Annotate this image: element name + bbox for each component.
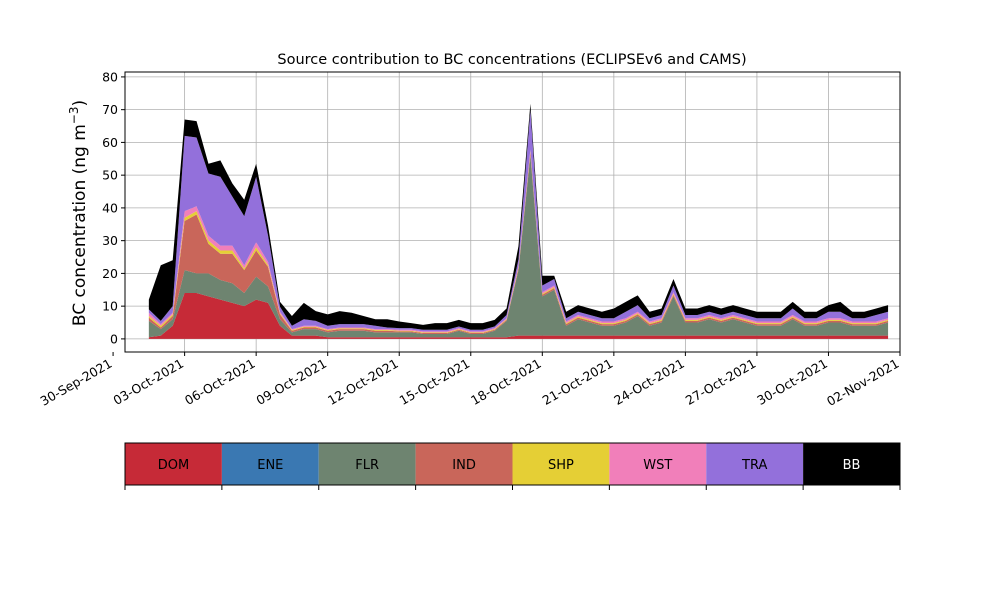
y-tick-label: 60	[102, 135, 118, 150]
y-axis-ticks: 0 10 20 30 40 50 60 70 80	[102, 69, 125, 346]
y-axis-label-superscript: −3	[67, 106, 81, 124]
legend-label-flr: FLR	[355, 458, 379, 473]
x-tick-label: 30-Sep-2021	[38, 356, 115, 409]
x-tick-label: 02-Nov-2021	[824, 356, 901, 409]
legend-label-dom: DOM	[158, 458, 189, 473]
legend-label-ind: IND	[452, 458, 476, 473]
legend-label-ene: ENE	[257, 458, 283, 473]
legend-frame	[124, 442, 901, 486]
y-axis-label: BC concentration (ng m−3)	[67, 100, 90, 326]
legend-label-wst: WST	[643, 458, 672, 473]
y-tick-label: 20	[102, 266, 118, 281]
legend-swatch-dom	[125, 443, 222, 485]
x-axis-ticks: 30-Sep-202103-Oct-202106-Oct-202109-Oct-…	[38, 352, 902, 409]
stacked-areas	[148, 103, 889, 339]
legend-label-tra: TRA	[741, 458, 767, 473]
y-tick-label: 80	[102, 69, 118, 84]
y-tick-label: 40	[102, 200, 118, 215]
x-tick-label: 03-Oct-2021	[110, 356, 186, 408]
legend-swatch-tra	[706, 443, 804, 485]
legend-label-shp: SHP	[548, 458, 574, 473]
legend-swatch-wst	[609, 443, 707, 485]
x-tick-label: 27-Oct-2021	[683, 356, 759, 408]
x-tick-label: 15-Oct-2021	[397, 356, 473, 408]
plot-frame	[124, 71, 901, 353]
x-tick-label: 12-Oct-2021	[325, 356, 401, 408]
y-axis-label-close: )	[70, 100, 90, 107]
y-tick-label: 10	[102, 299, 118, 314]
legend-swatch-ind	[415, 443, 513, 485]
x-tick-label: 18-Oct-2021	[468, 356, 544, 408]
area-flr	[148, 155, 889, 338]
x-tick-label: 30-Oct-2021	[754, 356, 830, 408]
y-axis-label-text: BC concentration (ng m	[70, 124, 90, 326]
legend-swatch-shp	[512, 443, 610, 485]
chart-title: Source contribution to BC concentrations…	[277, 52, 746, 68]
x-tick-label: 24-Oct-2021	[611, 356, 687, 408]
y-tick-label: 0	[110, 331, 118, 346]
legend-label-bb: BB	[843, 458, 861, 473]
y-tick-label: 50	[102, 168, 118, 183]
colorbar-legend: DOM ENE FLR IND SHP WST TRA BB	[124, 442, 901, 490]
legend-swatch-flr	[318, 443, 416, 485]
x-tick-label: 21-Oct-2021	[540, 356, 616, 408]
legend-swatch-bb	[803, 443, 900, 485]
x-tick-label: 06-Oct-2021	[182, 356, 258, 408]
y-tick-label: 70	[102, 102, 118, 117]
x-tick-label: 09-Oct-2021	[254, 356, 330, 408]
legend-swatch-ene	[221, 443, 319, 485]
area-dom	[148, 293, 889, 339]
y-tick-label: 30	[102, 233, 118, 248]
